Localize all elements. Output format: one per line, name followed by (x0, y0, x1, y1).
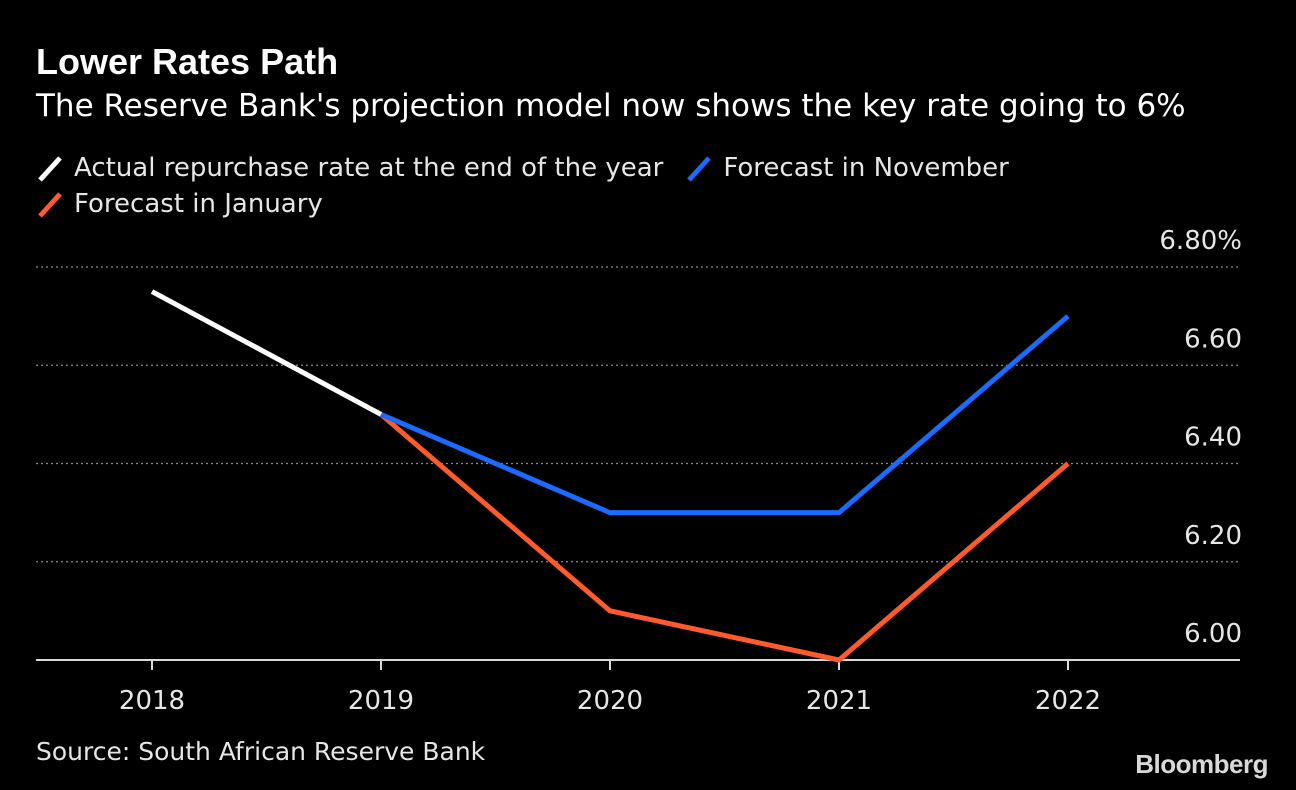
legend-label-actual: Actual repurchase rate at the end of the… (74, 153, 664, 183)
legend-label-january: Forecast in January (74, 189, 323, 219)
legend-swatch-november-icon (687, 156, 712, 182)
legend-swatch-january-icon (38, 192, 62, 218)
chart-title: Lower Rates Path (36, 41, 339, 82)
legend-item-actual: Actual repurchase rate at the end of the… (36, 150, 663, 186)
y-tick-label: 6.80% (1159, 226, 1242, 256)
legend-label-november: Forecast in November (723, 153, 1009, 183)
series-layer (150, 289, 1070, 663)
series-line-january (379, 412, 1070, 663)
legend-swatch-actual-line (38, 156, 62, 182)
y-tick-label: 6.20 (1184, 521, 1242, 551)
legend-row-2: Forecast in January (36, 186, 1236, 222)
legend-item-january: Forecast in January (36, 186, 323, 222)
chart-subtitle: The Reserve Bank's projection model now … (36, 88, 1186, 124)
x-tick-label: 2021 (806, 686, 872, 716)
grid-layer (36, 266, 1240, 563)
x-tick-label: 2020 (577, 686, 643, 716)
tick-label-layer: 6.00 6.20 6.40 6.60 6.80% 2018 2019 2020 2021 202… (119, 226, 1242, 716)
x-tick-label: 2022 (1035, 686, 1101, 716)
series-line-november (380, 314, 1070, 516)
legend-swatch-november-line (687, 156, 712, 182)
y-tick-label: 6.60 (1184, 324, 1242, 354)
y-tick-label: 6.00 (1184, 619, 1242, 649)
x-tick-label: 2019 (348, 686, 414, 716)
legend-swatch-actual-icon (38, 156, 62, 182)
x-tick-label: 2018 (119, 686, 185, 716)
series-line-actual (150, 289, 383, 417)
legend-swatch-january-line (38, 192, 62, 218)
legend-row-1: Actual repurchase rate at the end of the… (36, 150, 1236, 186)
axis-layer (36, 659, 1240, 670)
source-note: Source: South African Reserve Bank (36, 737, 486, 766)
bloomberg-logo: Bloomberg (1135, 749, 1268, 779)
legend-item-november: Forecast in November (685, 150, 1009, 186)
legend: Actual repurchase rate at the end of the… (36, 150, 1236, 222)
y-tick-label: 6.40 (1184, 423, 1242, 453)
